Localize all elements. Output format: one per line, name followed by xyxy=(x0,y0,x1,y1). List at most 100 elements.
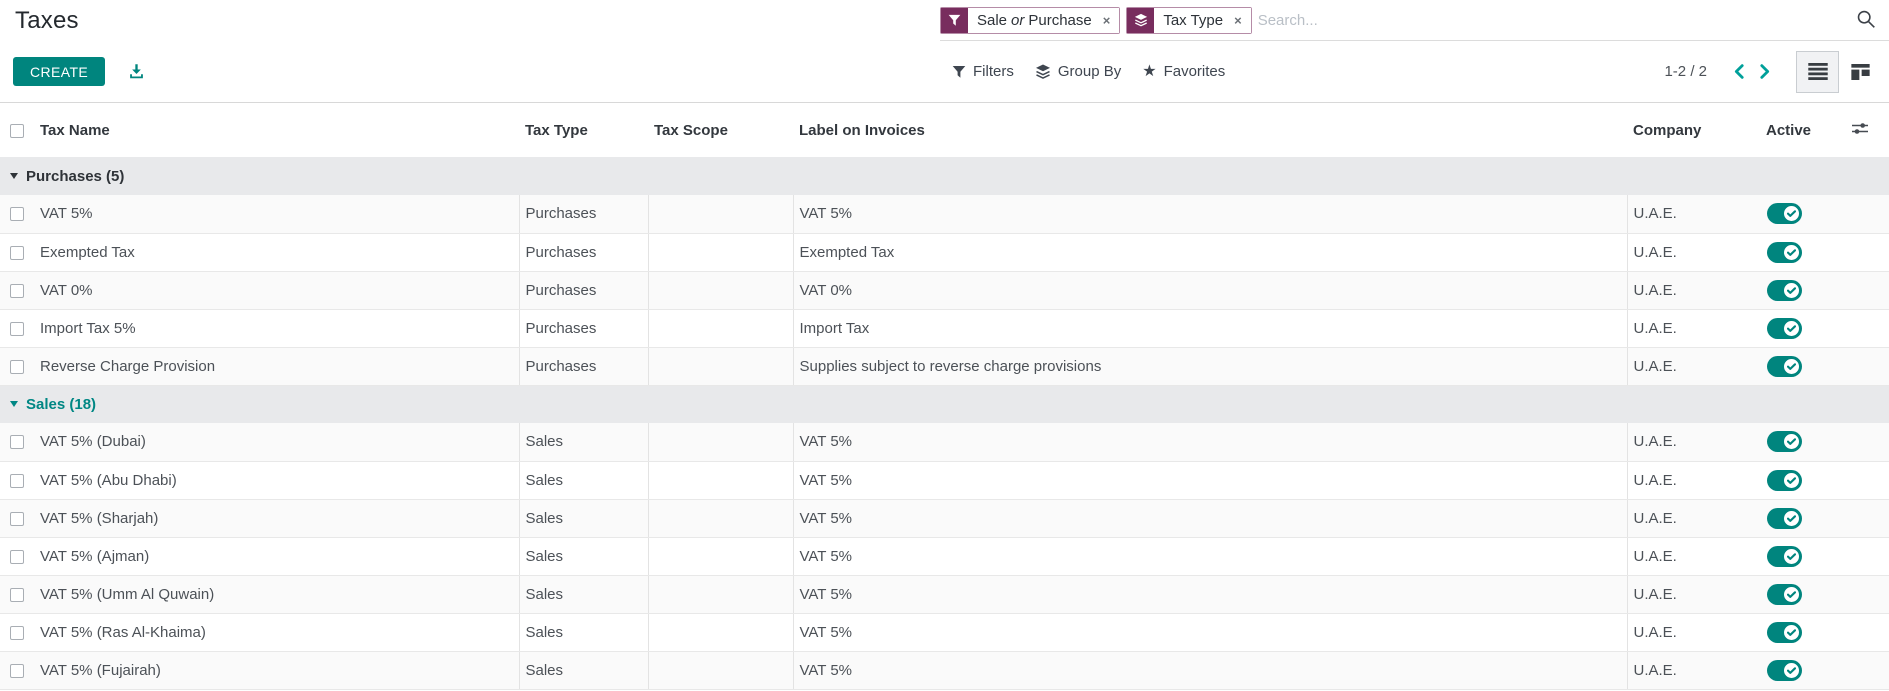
cell-label-on-invoices[interactable]: Supplies subject to reverse charge provi… xyxy=(793,347,1627,386)
group-by-button[interactable]: Group By xyxy=(1035,63,1121,80)
active-toggle-on[interactable] xyxy=(1767,507,1802,529)
cell-tax-name[interactable]: Import Tax 5% xyxy=(40,309,519,348)
search-facet-tax-type[interactable]: Tax Type × xyxy=(1126,6,1252,34)
search-icon[interactable] xyxy=(1856,9,1876,29)
cell-label-on-invoices[interactable]: VAT 5% xyxy=(793,195,1627,234)
pager-previous-icon[interactable] xyxy=(1726,64,1752,79)
active-toggle-on[interactable] xyxy=(1767,355,1802,377)
cell-tax-type[interactable]: Sales xyxy=(518,423,649,462)
facet-remove-icon[interactable]: × xyxy=(1102,12,1111,28)
cell-tax-type[interactable]: Sales xyxy=(518,613,649,652)
active-toggle-on[interactable] xyxy=(1767,431,1802,453)
cell-label-on-invoices[interactable]: VAT 5% xyxy=(793,423,1627,462)
cell-tax-name[interactable]: VAT 5% (Abu Dhabi) xyxy=(40,461,519,500)
cell-tax-type[interactable]: Purchases xyxy=(518,309,649,348)
cell-tax-scope[interactable] xyxy=(648,651,794,690)
column-header-company[interactable]: Company xyxy=(1633,121,1702,139)
cell-label-on-invoices[interactable]: VAT 5% xyxy=(793,461,1627,500)
cell-company[interactable]: U.A.E. xyxy=(1626,195,1745,234)
active-toggle-on[interactable] xyxy=(1767,583,1802,605)
row-checkbox[interactable] xyxy=(10,587,24,602)
table-row[interactable]: VAT 5% (Sharjah) Sales VAT 5% U.A.E. xyxy=(0,499,1889,538)
cell-label-on-invoices[interactable]: Exempted Tax xyxy=(793,233,1627,272)
column-header-active[interactable]: Active xyxy=(1766,121,1812,139)
table-row[interactable]: VAT 5% (Fujairah) Sales VAT 5% U.A.E. xyxy=(0,651,1889,690)
column-header-tax-scope[interactable]: Tax Scope xyxy=(654,121,728,139)
cell-tax-name[interactable]: VAT 5% (Ajman) xyxy=(40,537,519,576)
cell-tax-type[interactable]: Sales xyxy=(518,537,649,576)
search-view[interactable]: Sale or Purchase × Tax Type × xyxy=(940,0,1889,41)
table-row[interactable]: VAT 5% (Umm Al Quwain) Sales VAT 5% U.A.E. xyxy=(0,575,1889,614)
active-toggle-on[interactable] xyxy=(1767,279,1802,301)
table-row[interactable]: VAT 5% (Ajman) Sales VAT 5% U.A.E. xyxy=(0,537,1889,576)
filters-button[interactable]: Filters xyxy=(952,63,1014,80)
export-download-icon[interactable] xyxy=(128,63,145,80)
facet-remove-icon[interactable]: × xyxy=(1234,12,1242,28)
cell-tax-scope[interactable] xyxy=(648,613,794,652)
cell-tax-scope[interactable] xyxy=(648,461,794,500)
cell-tax-name[interactable]: VAT 5% (Dubai) xyxy=(40,423,519,462)
cell-tax-type[interactable]: Purchases xyxy=(518,347,649,386)
table-row[interactable]: Exempted Tax Purchases Exempted Tax U.A.E. xyxy=(0,233,1889,272)
cell-tax-scope[interactable] xyxy=(648,271,794,310)
cell-tax-scope[interactable] xyxy=(648,575,794,614)
cell-tax-type[interactable]: Sales xyxy=(518,651,649,690)
row-checkbox[interactable] xyxy=(10,245,24,260)
cell-company[interactable]: U.A.E. xyxy=(1626,271,1745,310)
cell-tax-name[interactable]: VAT 5% (Fujairah) xyxy=(40,651,519,690)
table-row[interactable]: VAT 5% Purchases VAT 5% U.A.E. xyxy=(0,195,1889,234)
column-header-label-on-invoices[interactable]: Label on Invoices xyxy=(799,121,925,139)
active-toggle-on[interactable] xyxy=(1767,659,1802,681)
row-checkbox[interactable] xyxy=(10,663,24,678)
cell-tax-name[interactable]: VAT 5% (Ras Al-Khaima) xyxy=(40,613,519,652)
row-checkbox[interactable] xyxy=(10,321,24,336)
cell-tax-name[interactable]: VAT 0% xyxy=(40,271,519,310)
cell-company[interactable]: U.A.E. xyxy=(1626,309,1745,348)
active-toggle-on[interactable] xyxy=(1767,317,1802,339)
column-header-tax-name[interactable]: Tax Name xyxy=(40,121,110,139)
cell-tax-type[interactable]: Sales xyxy=(518,461,649,500)
cell-company[interactable]: U.A.E. xyxy=(1626,423,1745,462)
cell-label-on-invoices[interactable]: VAT 5% xyxy=(793,575,1627,614)
kanban-view-button[interactable] xyxy=(1839,51,1882,93)
cell-label-on-invoices[interactable]: VAT 5% xyxy=(793,499,1627,538)
cell-label-on-invoices[interactable]: VAT 0% xyxy=(793,271,1627,310)
active-toggle-on[interactable] xyxy=(1767,203,1802,225)
cell-tax-type[interactable]: Sales xyxy=(518,575,649,614)
search-facet-sale-or-purchase[interactable]: Sale or Purchase × xyxy=(940,6,1121,34)
cell-label-on-invoices[interactable]: VAT 5% xyxy=(793,537,1627,576)
cell-tax-name[interactable]: Exempted Tax xyxy=(40,233,519,272)
cell-tax-scope[interactable] xyxy=(648,537,794,576)
cell-company[interactable]: U.A.E. xyxy=(1626,537,1745,576)
optional-columns-icon[interactable] xyxy=(1851,121,1869,136)
list-view-button[interactable] xyxy=(1796,50,1839,93)
row-checkbox[interactable] xyxy=(10,283,24,298)
create-button[interactable]: CREATE xyxy=(13,57,106,86)
cell-tax-type[interactable]: Purchases xyxy=(518,233,649,272)
cell-tax-name[interactable]: VAT 5% (Sharjah) xyxy=(40,499,519,538)
search-input[interactable] xyxy=(1257,11,1849,29)
cell-company[interactable]: U.A.E. xyxy=(1626,233,1745,272)
cell-company[interactable]: U.A.E. xyxy=(1626,575,1745,614)
cell-label-on-invoices[interactable]: VAT 5% xyxy=(793,651,1627,690)
active-toggle-on[interactable] xyxy=(1767,545,1802,567)
cell-company[interactable]: U.A.E. xyxy=(1626,499,1745,538)
cell-tax-scope[interactable] xyxy=(648,195,794,234)
row-checkbox[interactable] xyxy=(10,549,24,564)
table-row[interactable]: VAT 5% (Abu Dhabi) Sales VAT 5% U.A.E. xyxy=(0,461,1889,500)
cell-tax-name[interactable]: VAT 5% (Umm Al Quwain) xyxy=(40,575,519,614)
column-header-tax-type[interactable]: Tax Type xyxy=(525,121,588,139)
active-toggle-on[interactable] xyxy=(1767,469,1802,491)
cell-company[interactable]: U.A.E. xyxy=(1626,613,1745,652)
cell-tax-scope[interactable] xyxy=(648,233,794,272)
cell-tax-scope[interactable] xyxy=(648,309,794,348)
row-checkbox[interactable] xyxy=(10,359,24,374)
cell-company[interactable]: U.A.E. xyxy=(1626,347,1745,386)
cell-tax-name[interactable]: VAT 5% xyxy=(40,195,519,234)
group-row[interactable]: Sales (18) xyxy=(0,385,1889,423)
active-toggle-on[interactable] xyxy=(1767,241,1802,263)
cell-tax-type[interactable]: Purchases xyxy=(518,195,649,234)
active-toggle-on[interactable] xyxy=(1767,621,1802,643)
table-row[interactable]: VAT 5% (Ras Al-Khaima) Sales VAT 5% U.A.E. xyxy=(0,613,1889,652)
cell-label-on-invoices[interactable]: Import Tax xyxy=(793,309,1627,348)
